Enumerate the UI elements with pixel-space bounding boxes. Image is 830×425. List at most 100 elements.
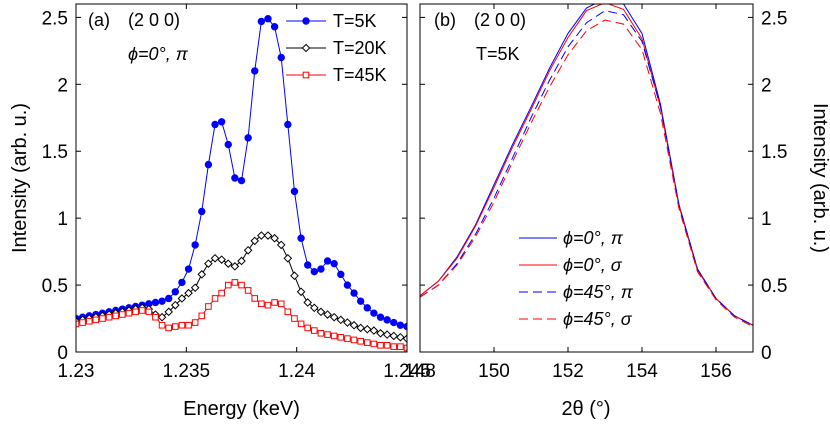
panel-a-series-2-point <box>324 331 331 338</box>
panel-a-series-2-point <box>79 319 86 326</box>
panel-a-series-0-point <box>383 316 391 324</box>
panel-a-legend: T=5K T=20K T=45K <box>286 11 387 85</box>
panel-b-y-tick-label: 1.5 <box>761 142 787 163</box>
panel-a-x-tick-label: 1.235 <box>163 361 211 382</box>
panel-a-series-0-point <box>284 120 292 129</box>
panel-b-series-line-2 <box>420 10 753 326</box>
panel-a-y-tick-label: 2.5 <box>42 8 68 29</box>
panel-a-series-2-point <box>224 281 232 289</box>
panel-a-series-2-point <box>92 316 100 324</box>
panel-a-series-1-point <box>204 259 213 268</box>
panel-b-x-tick-label: 150 <box>478 361 510 382</box>
panel-a-series-2-point <box>311 327 318 334</box>
panel-a-series-0-point <box>370 309 378 317</box>
panel-a-series-1-point <box>362 324 372 334</box>
panel-a-series-1-point <box>257 231 266 240</box>
panel-a-series-1-point <box>290 271 299 281</box>
panel-a-series-1-point <box>263 231 273 240</box>
panel-b-series-line-0 <box>420 4 753 326</box>
panel-a-series-0-point <box>396 321 405 329</box>
panel-a-series-0-point <box>251 67 259 75</box>
panel-b-x-axis-label: 2θ (°) <box>561 398 610 420</box>
panel-b-x-tick-label: 148 <box>404 361 436 382</box>
panel-a-legend-marker-2 <box>302 71 310 79</box>
panel-a-series-2-point <box>218 289 225 297</box>
panel-a-series-1-point <box>210 254 220 263</box>
panel-a-series-2-point <box>191 319 199 326</box>
panel-a-series-0-point <box>264 15 272 23</box>
panel-a-series-2-point <box>145 308 153 316</box>
panel-a-series-2-point <box>211 295 219 302</box>
panel-a-series-2-point <box>297 320 305 328</box>
panel-a-series-0-point <box>350 289 358 297</box>
panel-a-y-tick-label: 2 <box>57 75 68 96</box>
panel-b-reflection: (2 0 0) <box>474 10 526 30</box>
panel-a-series-2-point <box>330 332 338 340</box>
panel-a-series-1-point <box>197 270 207 279</box>
panel-a-series-2-point <box>317 329 325 337</box>
panel-b-y-tick-label: 0 <box>761 343 772 364</box>
panel-a-series-0-point <box>376 313 385 321</box>
panel-a-series-2-point <box>132 308 139 316</box>
panel-a-series-0-point <box>211 120 219 129</box>
panel-a-series-1-point <box>336 315 346 325</box>
panel-a-series-1-point <box>316 307 326 317</box>
panel-a-series-2-point <box>198 312 206 320</box>
panel-a-series-2-point <box>172 323 179 330</box>
panel-b-legend-entry-3: ϕ=45°, σ <box>563 309 633 329</box>
panel-a-condition: ϕ=0°, π <box>128 44 189 64</box>
panel-a-series-0-point <box>323 257 332 265</box>
panel-a-legend-marker-0 <box>302 17 310 25</box>
panel-b-series-line-3 <box>420 19 753 328</box>
panel-b-series-line-1 <box>420 4 753 326</box>
panel-a-series-2-point <box>152 313 159 321</box>
panel-a-series-2-point <box>370 340 378 348</box>
panel-a-series-0-point <box>257 17 266 26</box>
panel-a-series-2-point <box>185 321 192 329</box>
panel-a-series-2-point <box>165 324 172 332</box>
panel-a-series-0-point <box>330 259 338 268</box>
panel-a-series-0-point <box>191 241 199 249</box>
panel-a-series-0-point <box>390 318 398 327</box>
panel-a-reflection: (2 0 0) <box>128 10 180 30</box>
panel-a-series-0-point <box>244 134 252 142</box>
panel-a-series-1-point <box>376 328 385 338</box>
panel-a-frame <box>75 3 408 353</box>
panel-a-y-tick-label: 1 <box>57 209 68 230</box>
panel-b-y-axis-label: Intensity (arb. u.) <box>809 103 830 253</box>
panel-a-series-1-point <box>329 312 339 322</box>
panel-b-legend: ϕ=0°, π ϕ=0°, σ ϕ=45°, π ϕ=45°, σ <box>519 228 634 329</box>
panel-a-series-2-point <box>76 320 80 328</box>
panel-a-series-2-point <box>397 343 404 350</box>
panel-a-series-0-point <box>356 297 365 305</box>
panel-a-series-1-point <box>296 287 306 297</box>
panel-a-series-0-point <box>198 207 206 216</box>
panel-a-series-0-point <box>224 140 232 149</box>
panel-a-series-2-point <box>350 336 358 344</box>
panel-a-series-2-point <box>158 321 166 329</box>
panel-a-series-0-point <box>337 270 345 279</box>
panel-a-series-2-point <box>337 333 345 341</box>
panel-a-series-0-point <box>270 23 279 31</box>
panel-a-x-tick-label: 1.23 <box>58 361 95 382</box>
panel-a: 1.23 1.235 1.24 1.245 0 0.5 1 1.5 2 2.5 (a) (2 0 … <box>9 3 431 420</box>
panel-a-series-1-point <box>184 288 193 298</box>
panel-b-y-tick-label: 2 <box>761 75 772 96</box>
panel-a-series-2-point <box>105 313 113 321</box>
panel-a-series-0-point <box>363 304 371 312</box>
panel-a-series-0-point <box>171 288 180 296</box>
panel-b-y-tick-label: 1 <box>761 209 772 230</box>
panel-a-series-0-point <box>343 281 352 289</box>
panel-b-legend-entry-1: ϕ=0°, σ <box>563 255 623 275</box>
panel-a-series-1-point <box>230 262 240 271</box>
panel-a-series-2-point <box>205 303 212 310</box>
panel-a-series-2-point <box>99 315 106 322</box>
panel-a-series-0-point <box>317 265 325 273</box>
panel-b-x-tick-label: 154 <box>626 361 658 382</box>
panel-a-x-axis-label: Energy (keV) <box>183 398 300 420</box>
panel-a-series-2-point <box>119 311 126 318</box>
panel-b-condition: T=5K <box>476 44 520 64</box>
panel-a-series-2-point <box>284 308 292 316</box>
